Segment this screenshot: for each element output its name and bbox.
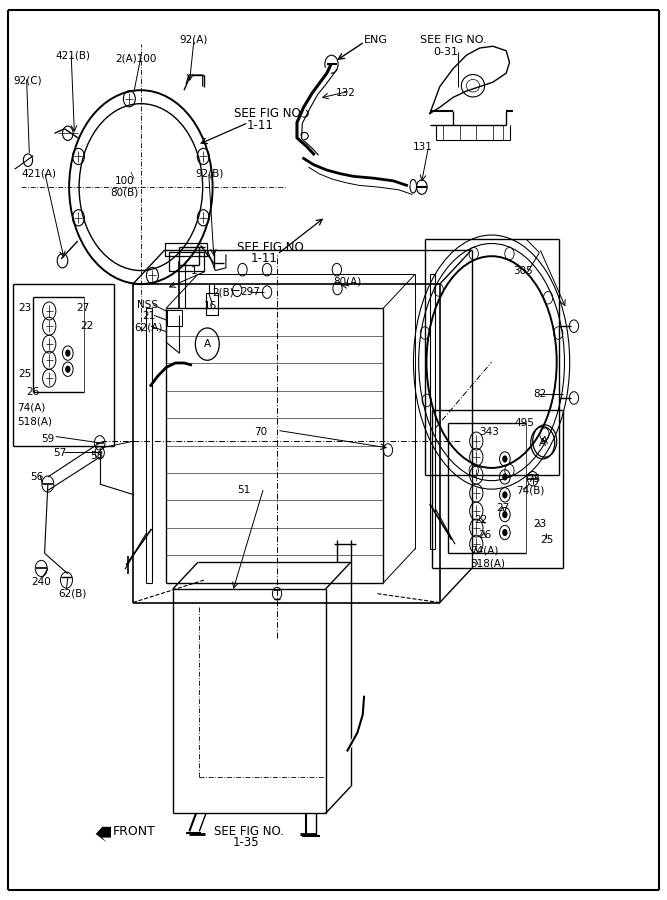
Text: 23: 23 [18, 303, 31, 313]
Circle shape [502, 491, 508, 499]
Text: SEE FIG NO.: SEE FIG NO. [214, 824, 284, 838]
Text: 2(A)100: 2(A)100 [115, 54, 157, 64]
Text: 92(C): 92(C) [13, 76, 42, 86]
Text: 51: 51 [237, 485, 250, 495]
Text: 57: 57 [53, 447, 67, 458]
Text: 82: 82 [533, 390, 546, 400]
Bar [206, 293, 218, 315]
Text: 75: 75 [528, 473, 541, 483]
Text: 1: 1 [191, 266, 197, 275]
Text: SEE FIG NO.: SEE FIG NO. [420, 35, 486, 45]
Text: A: A [541, 436, 548, 446]
Text: SEE FIG NO.: SEE FIG NO. [237, 240, 307, 254]
Circle shape [502, 529, 508, 536]
Text: NSS: NSS [137, 300, 158, 310]
Text: 0-31: 0-31 [433, 47, 458, 57]
Text: 132: 132 [336, 88, 356, 98]
Text: 421(B): 421(B) [56, 50, 91, 60]
Text: 240: 240 [31, 577, 51, 587]
Text: ENG: ENG [364, 35, 388, 45]
Text: 26: 26 [478, 530, 492, 540]
Text: 100: 100 [115, 176, 134, 185]
Text: SEE FIG NO.: SEE FIG NO. [234, 107, 304, 120]
Text: 421(A): 421(A) [21, 168, 56, 179]
Text: 26: 26 [27, 387, 40, 397]
Circle shape [502, 455, 508, 463]
Text: FRONT: FRONT [113, 824, 156, 838]
Circle shape [65, 365, 71, 373]
Text: 80(B): 80(B) [110, 187, 138, 197]
Text: 27: 27 [76, 303, 89, 313]
Text: 16: 16 [204, 302, 217, 311]
Text: 80(A): 80(A) [334, 276, 362, 286]
Text: 495: 495 [514, 418, 534, 428]
Text: 2(B): 2(B) [213, 287, 234, 297]
Circle shape [502, 511, 508, 518]
Text: 74(A): 74(A) [17, 403, 46, 413]
Text: 518(A): 518(A) [17, 417, 52, 427]
Text: 25: 25 [541, 535, 554, 544]
Text: 518(A): 518(A) [470, 558, 506, 568]
Text: 22: 22 [474, 515, 488, 525]
Text: 343: 343 [480, 428, 500, 437]
Text: 58: 58 [90, 451, 103, 462]
Text: 70: 70 [253, 428, 267, 437]
Text: 74(B): 74(B) [516, 485, 544, 495]
Text: 131: 131 [414, 141, 433, 152]
Text: 74(A): 74(A) [470, 545, 499, 555]
Polygon shape [95, 823, 111, 842]
Circle shape [65, 349, 71, 356]
Bar [165, 243, 207, 256]
Text: 92(A): 92(A) [179, 35, 208, 45]
Text: 62(B): 62(B) [58, 589, 86, 598]
Text: 27: 27 [496, 503, 510, 513]
Text: 62(A): 62(A) [134, 323, 163, 333]
Text: 21: 21 [142, 311, 155, 321]
Text: 23: 23 [533, 518, 546, 528]
Text: 92(B): 92(B) [195, 168, 223, 179]
Text: 1-11: 1-11 [251, 252, 277, 266]
Text: 297: 297 [241, 287, 260, 297]
Text: 56: 56 [31, 472, 44, 482]
Bar [167, 310, 182, 326]
Text: A: A [539, 437, 546, 448]
Text: 25: 25 [18, 369, 31, 379]
Circle shape [502, 473, 508, 481]
Text: 1-35: 1-35 [233, 836, 259, 850]
Bar [169, 252, 204, 272]
Text: 305: 305 [513, 266, 532, 275]
Text: 59: 59 [41, 434, 55, 445]
Text: A: A [203, 339, 211, 349]
Text: 22: 22 [80, 321, 93, 331]
Text: 1-11: 1-11 [247, 119, 274, 131]
